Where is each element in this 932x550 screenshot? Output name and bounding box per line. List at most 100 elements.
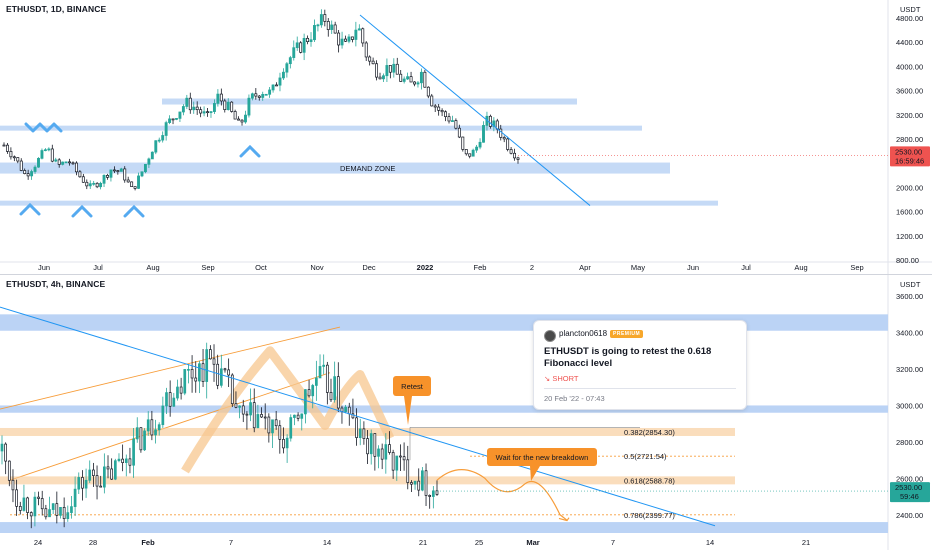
candle-body — [268, 89, 272, 95]
price-tick-label: 1200.00 — [896, 232, 923, 241]
price-tick-label: 3200.00 — [896, 111, 923, 120]
time-tick-label: Jun — [38, 263, 50, 272]
candle-body — [99, 485, 103, 488]
current-price-tag — [890, 482, 930, 503]
current-price-value: 2530.00 — [895, 147, 922, 156]
candle-body — [33, 496, 37, 517]
candle-body — [336, 376, 340, 409]
candle-body — [244, 114, 247, 123]
candle-body — [454, 120, 458, 129]
candle-body — [164, 122, 168, 136]
time-tick-label: 21 — [802, 538, 810, 547]
candle-body — [40, 150, 44, 159]
price-tick-label: 800.00 — [896, 256, 919, 265]
candle-body — [26, 173, 30, 177]
candle-body — [316, 24, 320, 27]
price-tick-label: 2600.00 — [896, 474, 923, 483]
time-tick-label: Dec — [362, 263, 376, 272]
candle-body — [237, 118, 241, 121]
projection-arrowhead — [558, 517, 570, 522]
candle-body — [146, 419, 150, 432]
candle-body — [275, 84, 278, 87]
candle-body — [119, 168, 123, 172]
candle-body — [318, 366, 322, 379]
candle-body — [95, 475, 99, 487]
candle-body — [57, 159, 61, 165]
candle-body — [113, 460, 117, 480]
candle-body — [4, 443, 8, 462]
retest-callout-label: Retest — [401, 382, 424, 391]
candle-body — [271, 84, 275, 91]
candle-body — [11, 479, 15, 491]
pane-divider[interactable] — [0, 274, 932, 275]
candle-body — [19, 160, 23, 171]
candle-body — [47, 148, 51, 151]
time-tick-label: Apr — [579, 263, 591, 272]
4h-chart-pane[interactable]: USDT 3600.00 3400.00 3200.00 3000.00 2800.00 2… — [0, 275, 932, 550]
candle-body — [254, 93, 258, 97]
candle-body — [311, 385, 315, 397]
price-tick-label: 4800.00 — [896, 14, 923, 23]
candle-body — [421, 470, 424, 491]
candle-body — [399, 73, 403, 82]
author-name[interactable]: plancton0618 — [559, 329, 608, 338]
projection-path — [436, 469, 568, 521]
candle-body — [241, 405, 245, 415]
candle-body — [315, 377, 318, 386]
candle-body — [37, 496, 40, 499]
candle-body — [337, 32, 341, 46]
idea-title[interactable]: ETHUSDT is going to retest the 0.618 Fib… — [544, 346, 712, 369]
author-avatar[interactable] — [544, 330, 556, 342]
candle-body — [313, 25, 316, 41]
candle-body — [347, 406, 351, 415]
candle-body — [190, 368, 194, 379]
candle-body — [157, 139, 161, 142]
candle-body — [223, 100, 227, 110]
idea-card[interactable]: plancton0618 PREMIUM ETHUSDT is going to… — [533, 320, 747, 410]
candle-body — [292, 47, 296, 58]
time-tick-label: 25 — [475, 538, 483, 547]
candle-body — [121, 458, 124, 463]
price-tick-label: 3600.00 — [896, 87, 923, 96]
current-price-value: 2530.00 — [895, 483, 922, 492]
candle-body — [295, 42, 299, 49]
candle-body — [140, 171, 144, 177]
channel-upper-line — [0, 326, 341, 410]
candle-body — [77, 477, 81, 490]
candle-body — [37, 157, 40, 168]
candle-body — [355, 417, 358, 438]
time-tick-label: 14 — [323, 538, 331, 547]
candle-body — [109, 169, 113, 178]
time-tick-label: May — [631, 263, 645, 272]
candle-body — [188, 97, 192, 111]
4h-chart-canvas[interactable]: USDT 3600.00 3400.00 3200.00 3000.00 2800.00 2… — [0, 275, 932, 550]
candle-body — [147, 158, 151, 165]
time-tick-label: 2022 — [417, 263, 434, 272]
candle-body — [478, 141, 482, 148]
breakdown-callout-pointer — [530, 466, 540, 481]
fib-level-label: 0.618(2588.78) — [624, 476, 675, 485]
candle-body — [319, 14, 323, 26]
candle-body — [426, 86, 430, 97]
candle-body — [357, 28, 361, 31]
time-tick-label: 7 — [229, 538, 233, 547]
price-tick-label: 2000.00 — [896, 183, 923, 192]
chevron-up-marker — [71, 204, 93, 218]
candle-body — [267, 416, 271, 434]
candle-body — [471, 149, 475, 157]
chevron-up-marker — [239, 144, 261, 158]
candle-body — [48, 509, 51, 518]
candle-body — [395, 455, 399, 471]
4h-chart-title: ETHUSDT, 4h, BINANCE — [6, 279, 106, 289]
daily-chart-pane[interactable]: USDT 4800.00 4400.00 4000.00 3600.00 3200.00 2… — [0, 0, 932, 275]
candle-body — [179, 386, 183, 394]
candle-body — [457, 127, 461, 138]
candle-body — [5, 144, 9, 152]
candle-body — [216, 93, 220, 104]
candle-body — [183, 369, 187, 394]
candle-body — [150, 151, 154, 160]
candle-body — [380, 448, 384, 460]
short-direction-label: ↘ SHORT — [544, 374, 579, 383]
card-divider — [544, 388, 736, 389]
